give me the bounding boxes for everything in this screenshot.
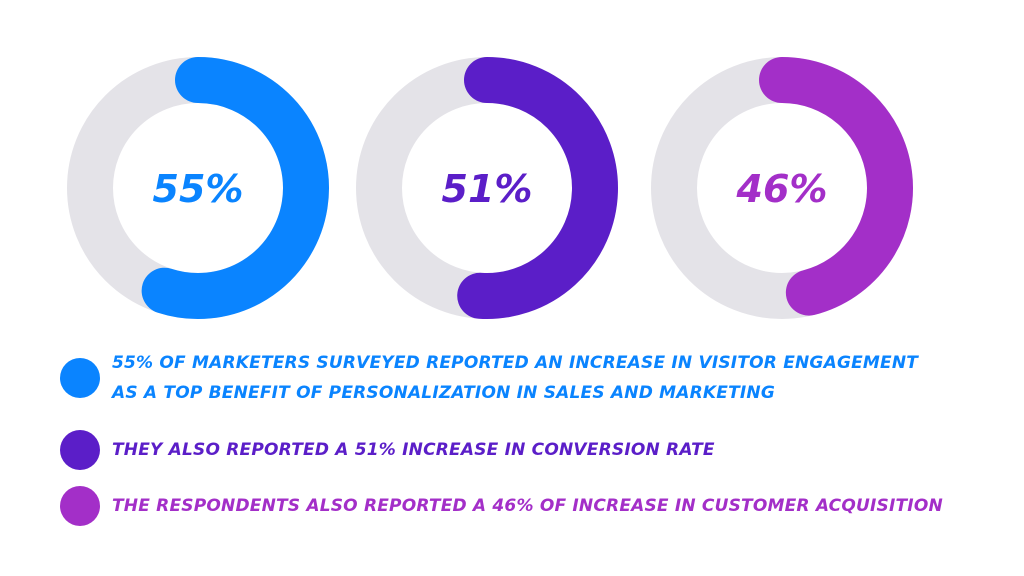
legend-text-line-1: 55% of marketers surveyed reported an in… (112, 353, 919, 373)
legend-text-line-2: as a top benefit of personalization in s… (112, 383, 775, 403)
legend-text: They also reported a 51% increase in con… (112, 435, 715, 465)
donut-3: 46% (651, 57, 913, 319)
donut-1: 55% (67, 57, 329, 319)
donut-value-label: 51% (442, 167, 533, 211)
legend-text-line-1: They also reported a 51% increase in con… (112, 440, 715, 460)
legend-text-line-1: The respondents also reported a 46% of i… (112, 496, 943, 516)
legend-dot-icon (60, 358, 100, 398)
donut-value-label: 55% (153, 167, 244, 211)
donut-arc (759, 57, 913, 316)
legend-dot-icon (60, 486, 100, 526)
donut-arc (141, 57, 329, 319)
donut-value-label: 46% (736, 167, 828, 211)
legend-text: 55% of marketers surveyed reported an in… (112, 348, 918, 408)
donut-charts: 55% 51% 46% (67, 57, 913, 319)
legend-dot-icon (60, 430, 100, 470)
donut-2: 51% (356, 57, 618, 319)
legend-text: The respondents also reported a 46% of i… (112, 491, 943, 521)
donut-arc (457, 57, 618, 319)
